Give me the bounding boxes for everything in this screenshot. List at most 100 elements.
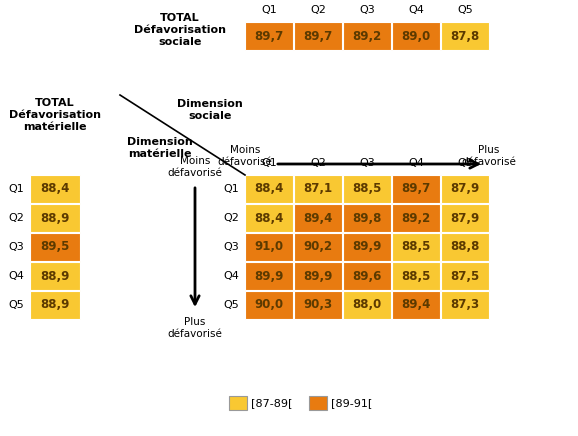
Bar: [343, 291, 391, 319]
Text: 89,9: 89,9: [303, 269, 333, 283]
Text: 89,2: 89,2: [401, 211, 431, 225]
Text: Moins
défavorisé: Moins défavorisé: [217, 145, 272, 167]
Bar: [229, 396, 247, 410]
Text: 90,0: 90,0: [254, 299, 284, 311]
Bar: [441, 291, 489, 319]
Text: 87,9: 87,9: [450, 183, 480, 195]
Text: Q1: Q1: [261, 5, 277, 15]
Text: Q2: Q2: [8, 213, 24, 223]
Text: Q3: Q3: [223, 242, 239, 252]
Bar: [30, 291, 80, 319]
Text: Q3: Q3: [359, 5, 375, 15]
Bar: [294, 262, 342, 290]
Bar: [245, 204, 293, 232]
Text: Q5: Q5: [457, 158, 473, 168]
Text: Q5: Q5: [457, 5, 473, 15]
Text: Dimension
matérielle: Dimension matérielle: [127, 137, 193, 159]
Text: Q2: Q2: [310, 158, 326, 168]
Text: 87,3: 87,3: [450, 299, 480, 311]
Bar: [245, 175, 293, 203]
Bar: [245, 291, 293, 319]
Text: Q5: Q5: [223, 300, 239, 310]
Bar: [392, 262, 440, 290]
Bar: [343, 22, 391, 50]
Text: 87,9: 87,9: [450, 211, 480, 225]
Text: 88,9: 88,9: [40, 269, 70, 283]
Bar: [245, 233, 293, 261]
Text: 89,9: 89,9: [353, 241, 381, 253]
Text: 89,7: 89,7: [254, 30, 284, 42]
Bar: [294, 22, 342, 50]
Text: 89,7: 89,7: [401, 183, 431, 195]
Text: [87-89[: [87-89[: [251, 398, 292, 408]
Text: 88,0: 88,0: [353, 299, 381, 311]
Text: [89-91[: [89-91[: [331, 398, 372, 408]
Bar: [441, 22, 489, 50]
Text: 88,4: 88,4: [40, 183, 70, 195]
Bar: [441, 262, 489, 290]
Bar: [392, 291, 440, 319]
Text: 89,9: 89,9: [254, 269, 284, 283]
Bar: [30, 175, 80, 203]
Bar: [294, 175, 342, 203]
Text: Q4: Q4: [408, 5, 424, 15]
Bar: [343, 233, 391, 261]
Bar: [245, 262, 293, 290]
Text: Q2: Q2: [310, 5, 326, 15]
Bar: [294, 204, 342, 232]
Text: 89,2: 89,2: [353, 30, 381, 42]
Text: 91,0: 91,0: [254, 241, 284, 253]
Bar: [294, 233, 342, 261]
Text: Q2: Q2: [223, 213, 239, 223]
Text: Moins
défavorisé: Moins défavorisé: [168, 156, 223, 178]
Text: 88,4: 88,4: [254, 211, 284, 225]
Text: 88,5: 88,5: [401, 241, 431, 253]
Text: 89,5: 89,5: [40, 241, 70, 253]
Text: TOTAL
Défavorisation
sociale: TOTAL Défavorisation sociale: [134, 14, 226, 47]
Text: Q3: Q3: [359, 158, 375, 168]
Bar: [392, 22, 440, 50]
Text: 89,4: 89,4: [401, 299, 431, 311]
Text: 90,3: 90,3: [303, 299, 332, 311]
Bar: [30, 262, 80, 290]
Text: 90,2: 90,2: [303, 241, 332, 253]
Text: 88,8: 88,8: [450, 241, 480, 253]
Text: 88,9: 88,9: [40, 211, 70, 225]
Bar: [392, 233, 440, 261]
Bar: [441, 204, 489, 232]
Text: 87,5: 87,5: [450, 269, 480, 283]
Bar: [343, 175, 391, 203]
Text: 87,1: 87,1: [303, 183, 332, 195]
Bar: [30, 204, 80, 232]
Bar: [441, 233, 489, 261]
Bar: [343, 262, 391, 290]
Text: Q1: Q1: [8, 184, 24, 194]
Text: 88,5: 88,5: [401, 269, 431, 283]
Bar: [441, 175, 489, 203]
Text: 89,8: 89,8: [353, 211, 381, 225]
Bar: [245, 22, 293, 50]
Text: Plus
défavorisé: Plus défavorisé: [168, 317, 223, 339]
Text: Q4: Q4: [8, 271, 24, 281]
Text: 87,8: 87,8: [450, 30, 480, 42]
Bar: [294, 291, 342, 319]
Bar: [343, 204, 391, 232]
Text: 88,9: 88,9: [40, 299, 70, 311]
Text: Q1: Q1: [223, 184, 239, 194]
Text: Q1: Q1: [261, 158, 277, 168]
Bar: [392, 175, 440, 203]
Text: 89,6: 89,6: [353, 269, 381, 283]
Bar: [30, 233, 80, 261]
Text: TOTAL
Défavorisation
matérielle: TOTAL Défavorisation matérielle: [9, 99, 101, 132]
Text: Q3: Q3: [8, 242, 24, 252]
Bar: [392, 204, 440, 232]
Text: Dimension
sociale: Dimension sociale: [177, 99, 243, 121]
Text: Plus
défavorisé: Plus défavorisé: [462, 145, 516, 167]
Bar: [309, 396, 327, 410]
Text: 89,7: 89,7: [303, 30, 332, 42]
Text: 88,4: 88,4: [254, 183, 284, 195]
Text: Q5: Q5: [8, 300, 24, 310]
Text: 88,5: 88,5: [353, 183, 381, 195]
Text: 89,4: 89,4: [303, 211, 333, 225]
Text: Q4: Q4: [408, 158, 424, 168]
